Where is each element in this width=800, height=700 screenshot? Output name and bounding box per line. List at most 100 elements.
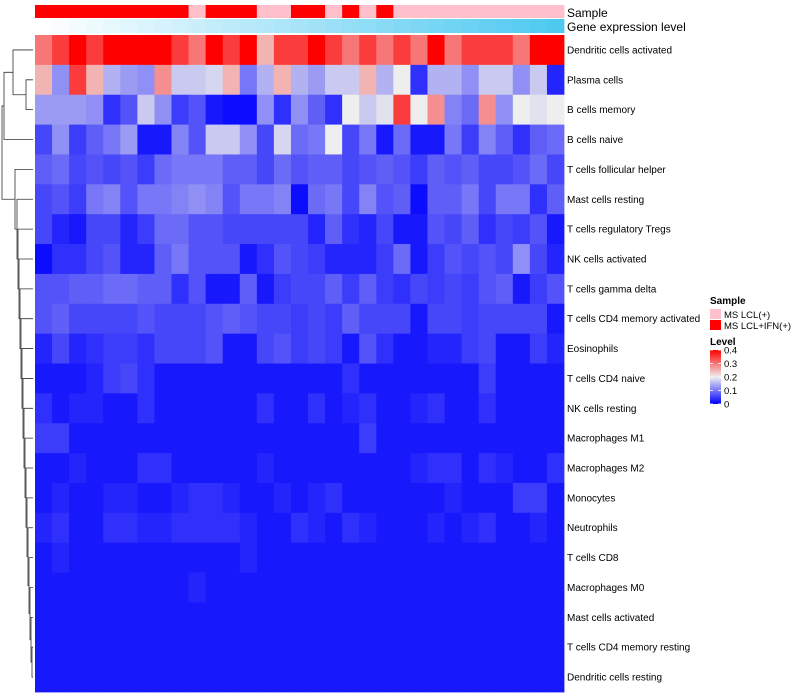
heatmap-cell xyxy=(188,662,207,693)
heatmap-cell xyxy=(546,662,565,693)
heatmap-cell xyxy=(376,482,394,514)
sample-annotation-cell xyxy=(205,5,224,18)
gene-expression-annotation-cell xyxy=(512,19,531,33)
heatmap-cell xyxy=(52,303,70,335)
heatmap-cell xyxy=(444,662,463,693)
heatmap-cell xyxy=(205,542,224,573)
heatmap-cell xyxy=(171,333,189,364)
heatmap-cell xyxy=(342,35,360,66)
heatmap-cell xyxy=(205,333,224,364)
heatmap-cell xyxy=(495,542,514,573)
sample-annotation-cell xyxy=(103,5,121,18)
heatmap-cell xyxy=(478,632,497,663)
heatmap-cell xyxy=(325,154,343,185)
heatmap-cell xyxy=(120,453,138,484)
heatmap-cell xyxy=(69,94,87,125)
heatmap-cell xyxy=(325,512,343,544)
heatmap-cell xyxy=(359,273,377,305)
heatmap-cell xyxy=(35,572,53,603)
heatmap-cell xyxy=(120,64,138,96)
heatmap-cell xyxy=(273,154,292,185)
heatmap-cell xyxy=(444,244,463,275)
heatmap-cell xyxy=(256,124,275,155)
heatmap-cell xyxy=(222,602,241,633)
heatmap-cell xyxy=(461,453,480,484)
heatmap-cell xyxy=(393,273,411,305)
gene-expression-annotation-cell xyxy=(273,19,292,33)
row-label: NK cells resting xyxy=(567,404,636,415)
heatmap-cell xyxy=(478,303,497,335)
heatmap-cell xyxy=(529,154,548,185)
heatmap-cell xyxy=(478,393,497,424)
heatmap-cell xyxy=(52,64,70,96)
heatmap-cell xyxy=(546,423,565,454)
heatmap-cell xyxy=(222,393,241,424)
heatmap-cell xyxy=(69,632,87,663)
heatmap-cell xyxy=(410,423,428,454)
heatmap-cell xyxy=(239,482,258,514)
heatmap-cell xyxy=(86,512,104,544)
heatmap-cell xyxy=(205,423,224,454)
heatmap-cell xyxy=(171,423,189,454)
heatmap-cell xyxy=(342,512,360,544)
row-label: Dendritic cells activated xyxy=(567,45,672,56)
heatmap-cell xyxy=(86,244,104,275)
heatmap-cell xyxy=(546,244,565,275)
heatmap-cell xyxy=(410,214,428,245)
heatmap-cell xyxy=(154,184,172,215)
heatmap-cell xyxy=(308,662,326,693)
heatmap-cell xyxy=(205,214,224,245)
heatmap-cell xyxy=(546,94,565,125)
heatmap-cell xyxy=(546,214,565,245)
heatmap-cell xyxy=(529,64,548,96)
heatmap-cell xyxy=(427,214,445,245)
heatmap-cell xyxy=(512,542,531,573)
heatmap-cell xyxy=(256,184,275,215)
heatmap-cell xyxy=(35,184,53,215)
heatmap-cell xyxy=(512,333,531,364)
heatmap-cell xyxy=(171,244,189,275)
sample-legend: Sample MS LCL(+) MS LCL+IFN(+) xyxy=(710,296,791,332)
heatmap-cell xyxy=(188,124,207,155)
heatmap-cell xyxy=(69,393,87,424)
heatmap-cell xyxy=(342,662,360,693)
heatmap-cell xyxy=(410,632,428,663)
heatmap-cell xyxy=(512,393,531,424)
heatmap-cell xyxy=(290,542,309,573)
heatmap-cell xyxy=(273,244,292,275)
sample-legend-label-lcl: MS LCL(+) xyxy=(724,310,770,321)
heatmap-cell xyxy=(342,124,360,155)
heatmap-cell xyxy=(410,602,428,633)
heatmap-cell xyxy=(256,35,275,66)
heatmap-cell xyxy=(103,244,121,275)
sample-annotation-cell xyxy=(120,5,138,18)
sample-annotation-cell xyxy=(188,5,207,18)
heatmap-cell xyxy=(239,64,258,96)
dendrogram-branch xyxy=(25,79,33,111)
sample-annotation-cell xyxy=(239,5,258,18)
heatmap-cell xyxy=(205,453,224,484)
heatmap-cell xyxy=(222,333,241,364)
heatmap-cell xyxy=(478,124,497,155)
heatmap-cell xyxy=(120,632,138,663)
heatmap-cell xyxy=(393,423,411,454)
heatmap-cell xyxy=(478,512,497,544)
heatmap-cell xyxy=(154,363,172,394)
heatmap-cell xyxy=(444,542,463,573)
heatmap-cell xyxy=(359,124,377,155)
heatmap-cell xyxy=(256,423,275,454)
heatmap-cell xyxy=(461,35,480,66)
heatmap-cell xyxy=(342,393,360,424)
heatmap-cell xyxy=(120,184,138,215)
heatmap-cell xyxy=(103,94,121,125)
heatmap-cell xyxy=(171,572,189,603)
heatmap-cell xyxy=(120,94,138,125)
heatmap-cell xyxy=(35,542,53,573)
heatmap-cell xyxy=(205,482,224,514)
heatmap-cell xyxy=(52,423,70,454)
level-legend: Level 0.4 0.3 0.2 0.1 0 xyxy=(710,337,737,411)
heatmap-cell xyxy=(495,273,514,305)
heatmap-cell xyxy=(290,244,309,275)
sample-annotation-cell xyxy=(359,5,377,18)
sample-annotation-cell xyxy=(222,5,241,18)
